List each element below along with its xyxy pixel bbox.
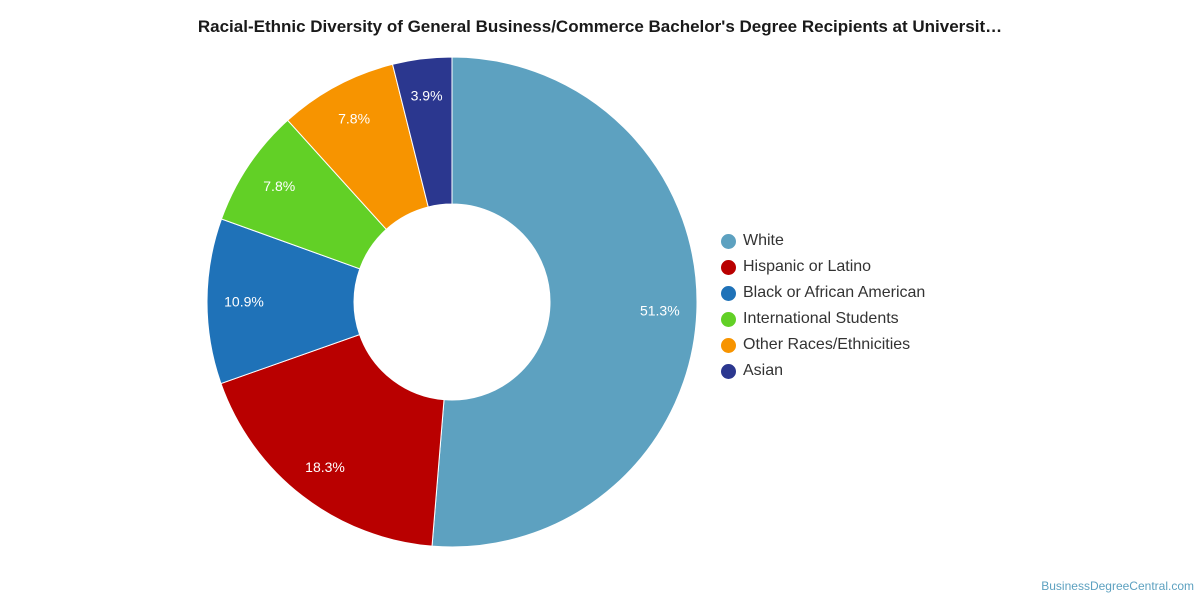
chart-legend: White Hispanic or Latino Black or African … <box>721 228 925 384</box>
slice-white <box>431 56 698 548</box>
slice-value-label: 3.9% <box>411 88 443 104</box>
legend-swatch <box>721 311 736 327</box>
legend-label: Hispanic or Latino <box>743 258 872 275</box>
legend-swatch <box>721 363 736 379</box>
legend-item[interactable]: Asian <box>721 358 925 384</box>
legend-swatch <box>721 337 736 353</box>
source-credit: BusinessDegreeCentral.com <box>1041 579 1194 593</box>
legend-label: International Students <box>743 310 899 327</box>
legend-label: White <box>743 232 784 249</box>
slice-value-label: 7.8% <box>338 110 370 126</box>
slice-value-label: 18.3% <box>305 459 345 475</box>
legend-item[interactable]: Other Races/Ethnicities <box>721 332 925 358</box>
legend-swatch <box>721 285 736 301</box>
slice-value-label: 10.9% <box>224 293 264 309</box>
slice-value-label: 51.3% <box>640 302 680 318</box>
legend-item[interactable]: International Students <box>721 306 925 332</box>
slice-asian <box>391 56 453 208</box>
legend-item[interactable]: White <box>721 228 925 254</box>
slice-hispanic-or-latino <box>220 333 445 547</box>
legend-item[interactable]: Black or African American <box>721 280 925 306</box>
legend-label: Other Races/Ethnicities <box>743 336 911 353</box>
legend-swatch <box>721 233 736 249</box>
chart-title: Racial-Ethnic Diversity of General Busin… <box>197 17 1003 36</box>
legend-swatch <box>721 259 736 275</box>
legend-label: Asian <box>743 362 784 379</box>
legend-item[interactable]: Hispanic or Latino <box>721 254 925 280</box>
legend-label: Black or African American <box>743 284 926 301</box>
slice-value-label: 7.8% <box>263 178 295 194</box>
